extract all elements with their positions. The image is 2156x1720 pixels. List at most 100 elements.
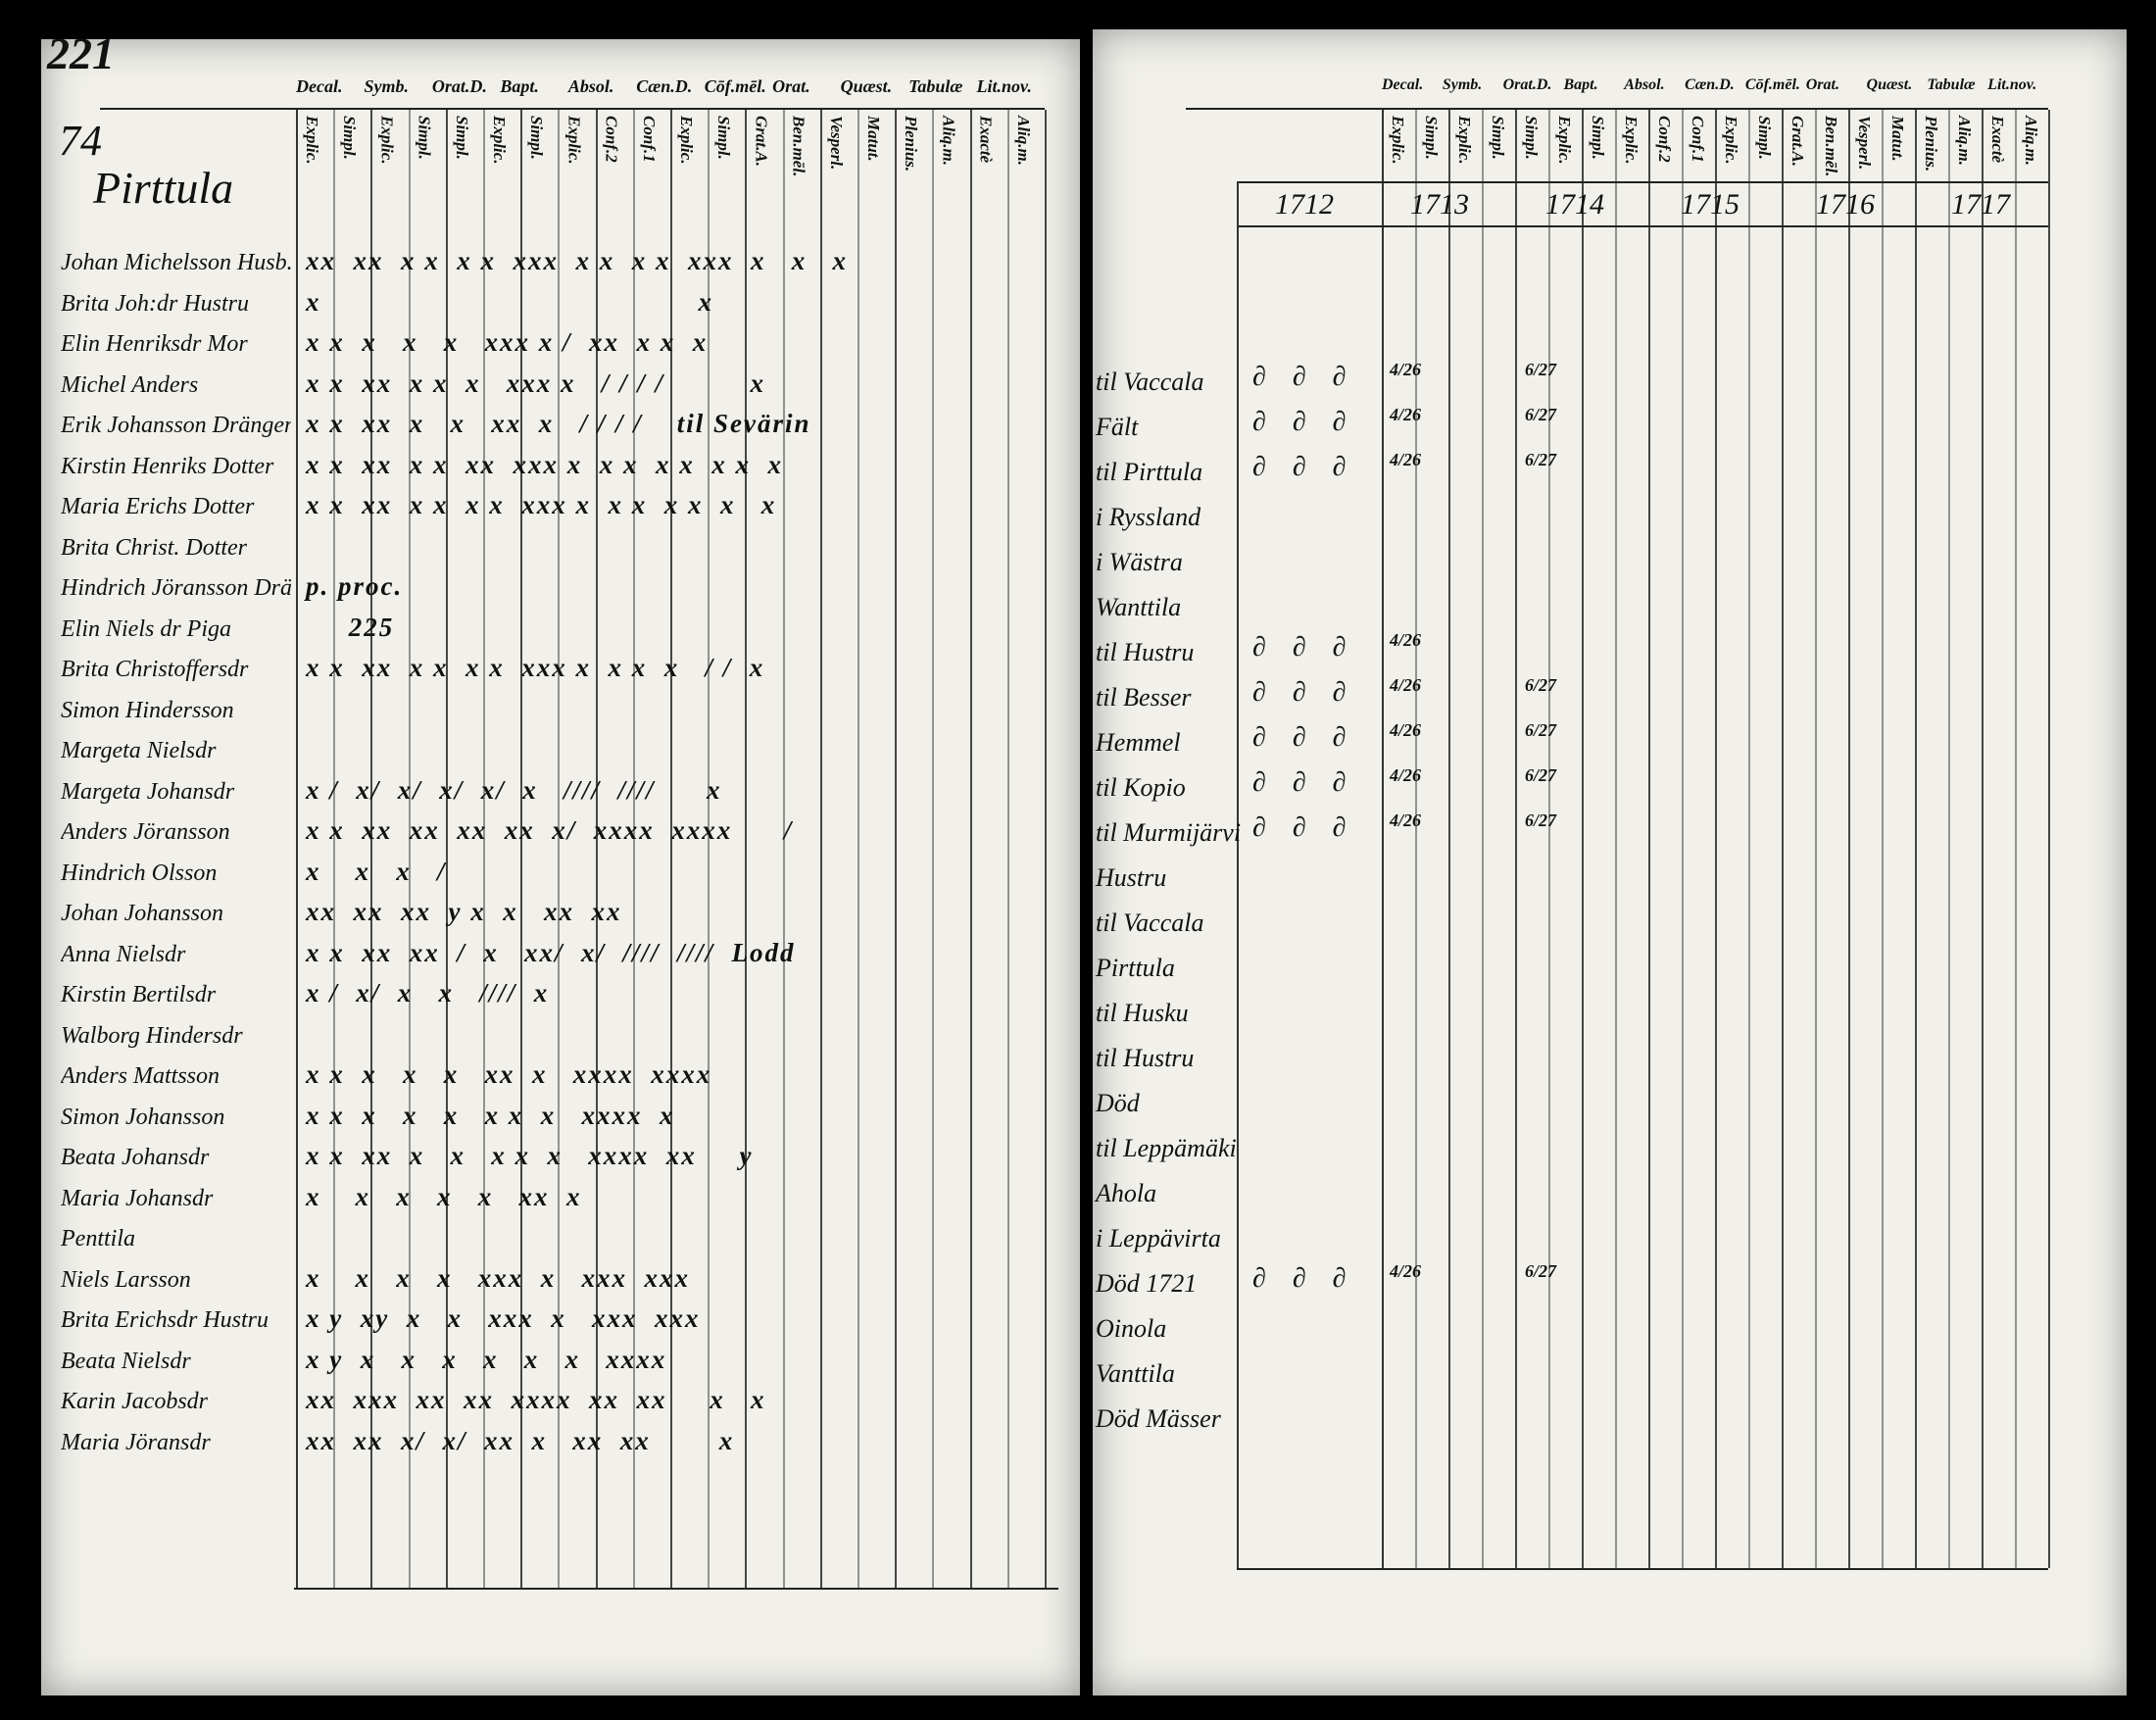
column-header: Bapt. (1563, 76, 1598, 93)
note: Död 1721 (1096, 1269, 1198, 1298)
subheader: Simpl. (1755, 116, 1774, 160)
year: 1716 (1816, 188, 1875, 221)
marks: x x xx x x xx x / / / / til Sevärin (306, 409, 811, 438)
note: til Leppämäki (1096, 1134, 1237, 1162)
marks: x x xx xx / x xx/ x/ //// //// Lodd (306, 937, 796, 967)
person-name: Hindrich Olsson (61, 860, 218, 886)
date: 6/27 (1525, 675, 1557, 695)
person-name: Hindrich Jöransson Dräng (61, 575, 291, 601)
column-line (782, 110, 785, 1588)
ditto: ∂ ∂ ∂ (1252, 452, 1356, 482)
subheader: Conf.1 (1689, 116, 1707, 163)
subheader: Explic. (1389, 116, 1407, 165)
column-line (745, 110, 748, 1588)
column-line (2048, 110, 2050, 1568)
column-header: Orat. (1805, 76, 1839, 93)
year-box-line (1237, 181, 1239, 1568)
date: 4/26 (1390, 1261, 1422, 1281)
subheader: Simpl. (1522, 116, 1541, 160)
subheader: Simpl. (1422, 116, 1441, 160)
subheader: Conf.2 (602, 116, 621, 163)
marks: xx xx x x x x xxx x x x x xxx x x x (306, 246, 848, 275)
date: 6/27 (1525, 720, 1557, 740)
left-page (41, 39, 1080, 1695)
person-name: Brita Erichsdr Hustru (61, 1307, 270, 1333)
village: Pirttula (93, 163, 234, 213)
column-line (1682, 110, 1684, 1568)
marks: xx xxx xx xx xxxx xx xx x x (306, 1385, 766, 1414)
note: i Wästra (1096, 548, 1183, 576)
column-line (1382, 110, 1384, 1568)
ditto: ∂ ∂ ∂ (1252, 632, 1356, 663)
column-line (1415, 110, 1417, 1568)
column-line (1582, 110, 1584, 1568)
marks: x x x x x xxx x / xx x x x (306, 327, 709, 357)
subheader: Simpl. (1489, 116, 1507, 160)
marks: x x (306, 286, 713, 317)
note: til Besser (1096, 683, 1192, 712)
subheader: Simpl. (714, 116, 734, 160)
subheader: Explic. (1622, 116, 1641, 165)
column-line (296, 110, 298, 1588)
note: Oinola (1096, 1314, 1167, 1343)
column-header: Orat.D. (1502, 76, 1552, 93)
subheader: Explic. (677, 116, 696, 165)
subheader: Explic. (1722, 116, 1740, 165)
marks: x x x x x xx x xxxx xxxx (306, 1059, 712, 1089)
subheader: Aliq.m. (939, 116, 958, 167)
subheader: Explic. (490, 116, 509, 165)
note: til Husku (1096, 999, 1189, 1027)
subheader: Simpl. (1589, 116, 1607, 160)
person-name: Walborg Hindersdr (61, 1022, 243, 1049)
year-rule (1237, 181, 2048, 183)
ditto: ∂ ∂ ∂ (1252, 362, 1356, 392)
subheader: Exactè (1988, 116, 2007, 164)
marks: p. proc. (306, 571, 404, 601)
column-line (1848, 110, 1850, 1568)
marks: x x x x x x x x xxxx x (306, 1100, 675, 1130)
year: 1713 (1410, 188, 1469, 221)
column-line (1615, 110, 1617, 1568)
subheader: Explic. (377, 116, 397, 165)
person-name: Anna Nielsdr (61, 941, 186, 967)
column-line (1006, 110, 1009, 1588)
person-name: Karin Jacobsdr (61, 1389, 208, 1414)
note: til Hustru (1096, 1044, 1195, 1072)
note: Pirttula (1096, 954, 1175, 982)
column-header: Symb. (364, 76, 409, 96)
subheader: Simpl. (340, 116, 360, 160)
column-line (1982, 110, 1984, 1568)
column-line (1948, 110, 1950, 1568)
column-line (520, 110, 523, 1588)
note: Hemmel (1096, 728, 1181, 757)
subheader: Ben.mēl. (1822, 116, 1840, 177)
subheader: Matut. (864, 116, 883, 162)
column-header: Cōf.mēl. (704, 76, 766, 96)
year: 1715 (1681, 188, 1740, 221)
subheader: Simpl. (415, 116, 434, 160)
person-name: Erik Johansson Drängen (61, 413, 291, 438)
column-line (1882, 110, 1884, 1568)
subheader: Plenius. (1922, 116, 1940, 172)
page-number: 221 (47, 28, 115, 78)
date: 4/26 (1390, 720, 1422, 740)
note: Död (1096, 1089, 1140, 1117)
note: Hustru (1096, 863, 1167, 892)
column-header: Absol. (1624, 76, 1665, 93)
column-line (1045, 110, 1047, 1588)
subheader: Exactè (976, 116, 996, 164)
marks: x x xx x x x xxx x / / / / x (306, 368, 766, 398)
date: 6/27 (1525, 450, 1557, 469)
column-header: Cæn.D. (1685, 76, 1735, 93)
marks: x x x / (306, 856, 447, 886)
column-header: Cæn.D. (636, 76, 693, 96)
date: 4/26 (1390, 811, 1422, 830)
note: i Ryssland (1096, 503, 1201, 531)
person-name: Margeta Johansdr (61, 778, 235, 805)
column-line (1482, 110, 1484, 1568)
column-line (632, 110, 635, 1588)
column-line (1648, 110, 1650, 1568)
person-name: Brita Christ. Dotter (61, 534, 248, 561)
ditto: ∂ ∂ ∂ (1252, 1263, 1356, 1294)
